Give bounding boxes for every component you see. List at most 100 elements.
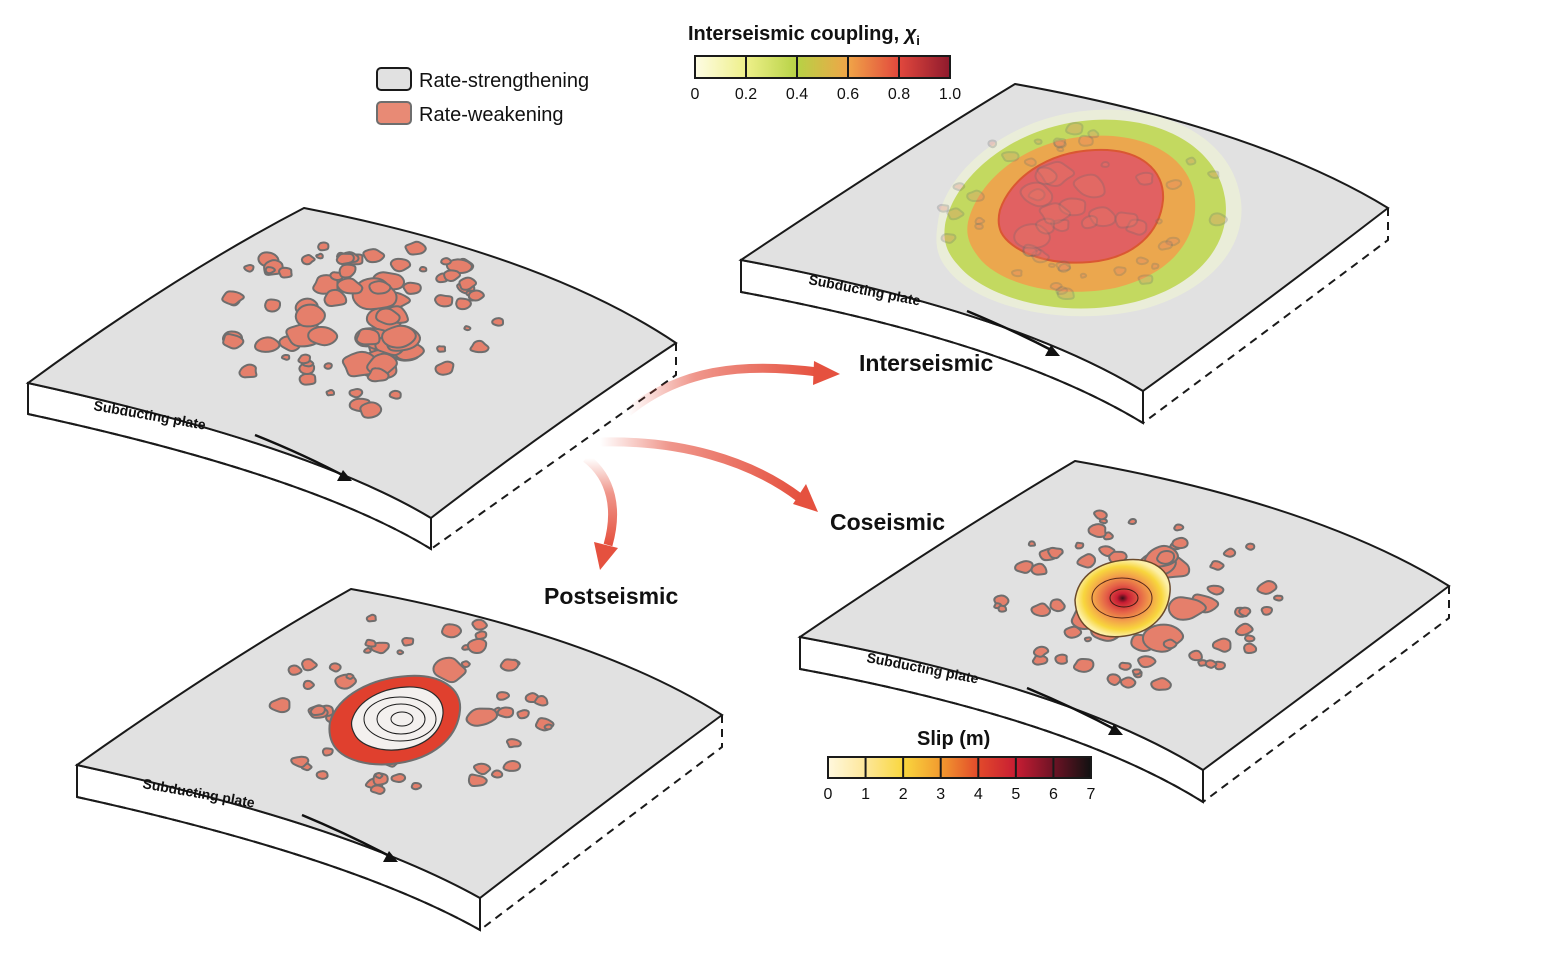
asperity [1038,202,1072,225]
asperity [1048,262,1056,268]
asperity [966,189,985,203]
asperity [1157,240,1174,251]
asperity [1106,673,1122,686]
asperity [1087,129,1100,139]
asperity [264,298,282,313]
asperity [1054,653,1068,665]
asperity [1072,173,1106,199]
asperity [1137,655,1157,669]
asperity [471,618,488,631]
asperity [1076,553,1097,569]
asperity [1150,677,1172,691]
asperity [1100,161,1110,168]
asperity [1118,661,1132,671]
asperity [1052,137,1067,148]
legend: Rate-strengthening Rate-weakening [376,67,589,126]
asperity [1135,171,1154,186]
asperity [1049,281,1063,291]
asperity [1055,286,1069,296]
asperity [474,630,488,641]
asperity [1034,166,1058,186]
asperity [1188,649,1203,662]
asperity [1243,634,1256,643]
asperity [287,664,303,676]
asperity [1256,580,1278,595]
coseismic-side-edge [1202,586,1450,803]
asperity [1083,636,1092,643]
asperity [1127,517,1137,526]
asperity [369,784,386,795]
asperity [466,637,488,655]
colorbar-tick-label: 6 [1049,786,1058,803]
coupling-colorbar-ticks: 0 0.2 0.4 0.6 0.8 1.0 [691,86,962,103]
asperity [1033,138,1043,145]
postseismic-title: Postseismic [544,583,678,609]
coseismic-title: Coseismic [830,509,945,535]
initial-asperities [221,240,505,419]
asperity [243,264,255,273]
colorbar-tick-label: 4 [974,786,983,803]
asperity [264,266,276,275]
arrow-to-interseismic-head [813,361,840,385]
interseismic-panel: Subducting plate [738,82,1390,425]
asperity [374,772,384,780]
asperity [323,362,333,370]
asperity [1156,549,1176,565]
asperity [1167,596,1207,621]
colorbar-tick-label: 0.8 [888,86,910,103]
asperity [1065,121,1084,136]
asperity [1273,594,1284,602]
asperity [1034,217,1056,235]
asperity [1013,223,1051,250]
asperity [434,360,455,376]
asperity [441,623,463,639]
asperity [952,182,966,192]
asperity [302,679,315,691]
coseismic-plate-base [799,668,1204,803]
asperity [469,339,490,354]
asperity [254,336,281,353]
asperity [502,760,522,772]
asperity [1027,540,1037,547]
asperity [1125,218,1148,236]
asperity [238,363,258,379]
asperity [455,297,472,311]
afterslip-contour-2 [376,703,426,735]
postseismic-plate-arrow [301,813,394,860]
slip-colorbar-bar [827,756,1092,779]
asperity [1001,151,1020,163]
asperity [309,704,326,717]
asperity [1245,542,1256,551]
asperity [533,695,549,707]
slip-colorbar-title: Slip (m) [917,728,990,750]
asperity [355,327,381,346]
asperity [1053,139,1067,149]
asperity [222,333,245,350]
asperity [1049,598,1066,613]
interseismic-asperity-ghosts [936,121,1228,301]
asperity [364,638,377,648]
asperity [301,658,318,672]
colorbar-tick-label: 0 [691,86,700,103]
asperity [974,216,986,225]
asperity [1055,260,1071,272]
asperity [436,345,447,353]
asperity [463,325,472,332]
asperity [300,254,316,266]
slip-outer-contour [1074,558,1171,638]
asperity [1019,181,1054,208]
asperity [375,307,401,326]
asperity [1207,170,1220,179]
asperity [1234,622,1254,637]
asperity [365,613,377,623]
initial-plate-arrow [254,433,349,480]
coupling-colorbar: Interseismic coupling, χi 0 0.2 0.4 0.6 0.8 1… [688,23,961,103]
asperity [221,290,245,306]
asperity [1222,547,1237,558]
asperity [388,389,402,400]
initial-plate-base [27,413,432,550]
asperity [936,203,950,213]
asperity [1014,560,1034,574]
asperity [499,658,520,672]
